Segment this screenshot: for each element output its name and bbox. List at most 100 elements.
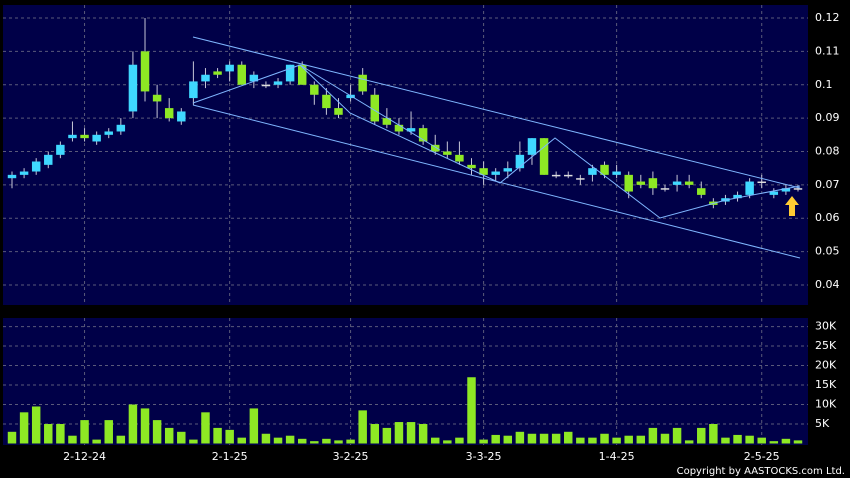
candle-body [697,188,706,195]
volume-panel [3,318,808,445]
candle-body [539,138,549,175]
y2-tick-label: 10K [815,398,837,411]
volume-bar [177,431,186,444]
candle-body [92,134,101,142]
volume-bar [781,438,791,444]
x-tick-label: 3-3-25 [466,450,502,463]
volume-bar [104,420,113,444]
candle-body [346,94,355,99]
candle-body [140,51,150,92]
volume-bar [503,435,513,444]
volume-bar [310,441,319,444]
candle-body [418,128,428,142]
candle-body [394,124,404,132]
y2-tick-label: 25K [815,339,837,352]
volume-bar [370,424,380,444]
candle-body [19,171,29,175]
candle-body [68,134,77,139]
candle-body [128,64,138,112]
volume-bar [382,427,392,444]
x-tick-label: 2-12-24 [63,450,106,463]
volume-bar [92,439,101,444]
candle-body [733,194,742,199]
volume-bar [576,437,585,444]
candle-body [660,188,670,190]
candle-body [684,181,694,185]
volume-bar [757,437,766,444]
volume-bar [31,406,41,444]
volume-bar [297,438,307,444]
volume-bar [455,437,464,444]
candle-body [116,124,126,132]
candle-body [7,174,17,179]
y-tick-label: 0.06 [815,211,840,224]
volume-bar [600,433,609,444]
candle-body [273,81,283,85]
volume-bar [201,412,210,444]
y-tick-label: 0.08 [815,144,840,157]
volume-bar [322,438,331,444]
x-tick-label: 3-2-25 [333,450,369,463]
volume-bar [19,412,29,444]
y2-tick-label: 5K [815,417,830,430]
volume-bar [213,427,222,444]
candle-body [588,168,597,175]
volume-bar [527,433,537,444]
volume-bar [152,420,162,444]
volume-bar [672,427,682,444]
channel-upper [192,36,801,189]
candle-body [31,161,41,172]
trend-lines [192,36,801,259]
y-tick-label: 0.12 [815,11,840,24]
x-tick-label: 2-1-25 [212,450,248,463]
candle-body [624,174,633,192]
volume-bar [612,437,621,444]
volume-bar [430,437,440,444]
volume-bar [346,439,355,444]
candle-body [261,84,271,87]
volume-bar [697,427,706,444]
candle-body [769,191,779,195]
candle-body [781,188,791,192]
candle-body [672,181,682,185]
candle-body [443,151,452,155]
volume-bar [358,410,367,444]
volume-bar [733,434,742,444]
y-tick-label: 0.04 [815,278,840,291]
volume-bar [285,435,295,444]
y-tick-label: 0.1 [815,78,833,91]
volume-bar [769,441,779,444]
volume-bar [249,408,259,444]
volume-bar [709,424,718,444]
candle-body [636,181,646,185]
candle-body [515,154,525,169]
candle-body [745,181,754,195]
volume-bar [721,437,730,444]
candle-body [503,168,513,172]
volume-bar [636,435,646,444]
copyright: Copyright by AASTOCKS.com Ltd. [677,466,845,477]
x-tick-label: 1-4-25 [599,450,635,463]
candle-body [80,134,89,139]
volume-bar [189,439,198,444]
candle-body [213,71,222,75]
volume-bar [539,433,549,444]
volume-bar [406,422,416,444]
candle-body [479,168,488,175]
volume-bar [793,440,803,444]
volume-bar [660,433,670,444]
volume-bar [648,427,658,444]
candle-body [310,84,319,95]
candle-body [793,188,803,190]
candle-body [382,118,392,125]
volume-bar [225,429,234,444]
candle-body [527,138,537,155]
candle-body [370,94,380,122]
volume-bar [443,440,452,444]
candle-body [467,164,476,169]
candle-body [249,74,259,82]
candle-body [225,64,234,72]
volume-bar [164,427,174,444]
candle-body [406,128,416,132]
